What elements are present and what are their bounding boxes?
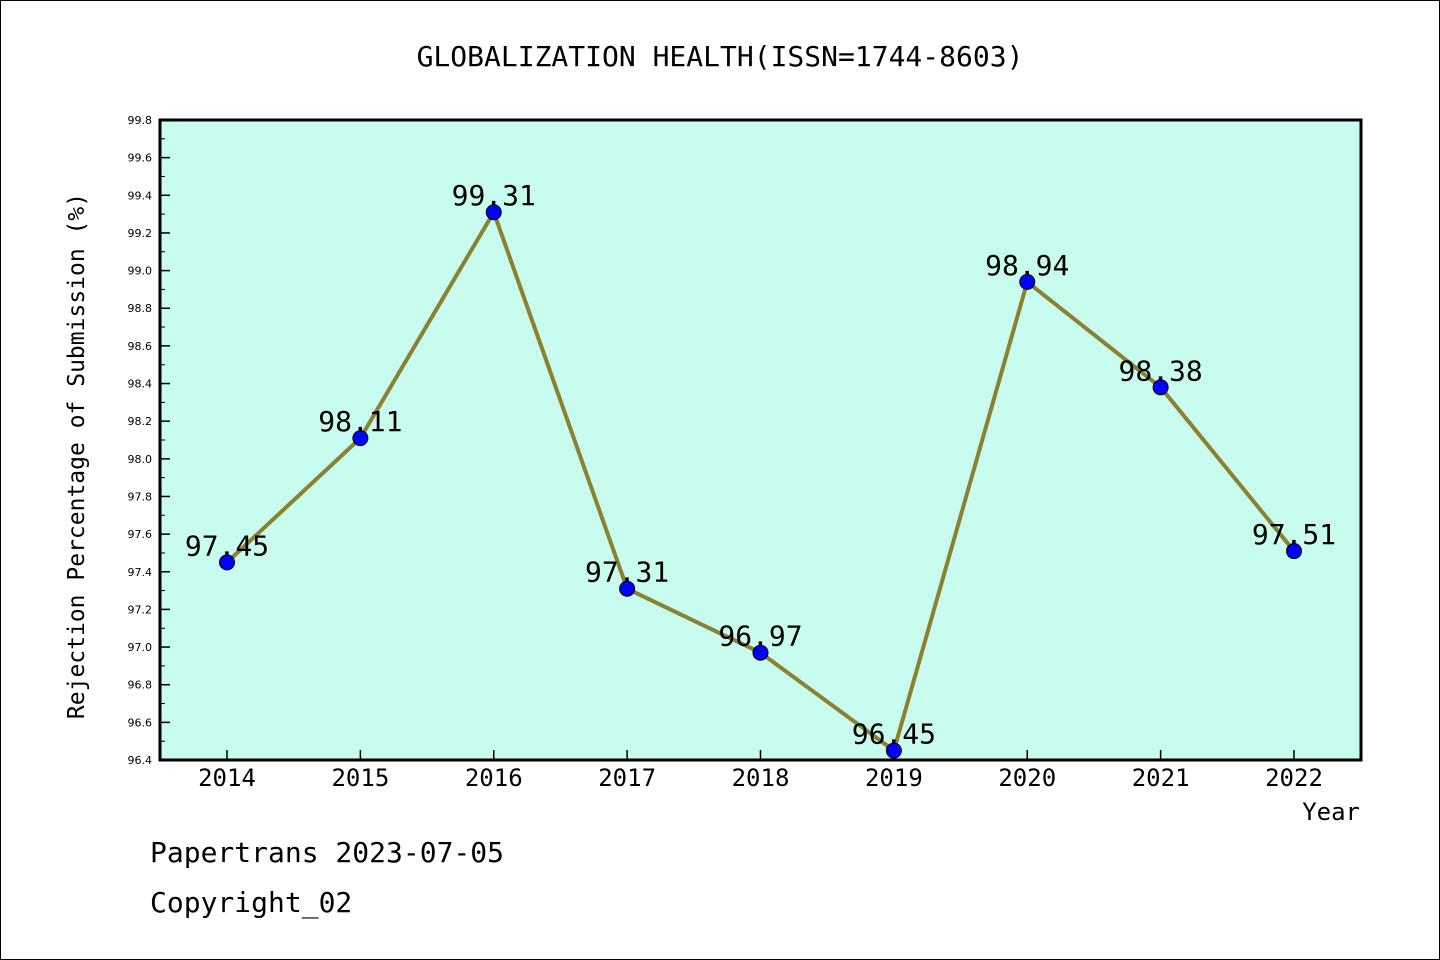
data-point-2014 <box>219 554 235 571</box>
data-markers <box>219 204 1302 759</box>
data-point-2022 <box>1286 543 1302 560</box>
y-tick-label: 98.0 <box>128 453 153 466</box>
x-tick-label: 2022 <box>1265 764 1323 792</box>
data-label-2014: 97.45 <box>185 529 269 562</box>
data-label-2021: 98.38 <box>1118 354 1202 387</box>
footer-copyright-line: Copyright_02 <box>150 886 353 919</box>
y-tick-label: 97.4 <box>128 566 153 579</box>
y-tick-label: 97.6 <box>128 528 153 541</box>
data-point-2017 <box>619 580 636 597</box>
y-axis: 96.4 96.6 96.8 97.0 97.2 97.4 97.6 97.8 98.0 98.2… <box>128 114 170 767</box>
y-tick-label: 99.4 <box>128 189 153 202</box>
y-tick-label: 99.6 <box>128 152 153 165</box>
data-label-2015: 98.11 <box>318 405 402 438</box>
y-tick-label: 96.4 <box>128 754 153 767</box>
y-tick-label: 96.8 <box>128 679 153 692</box>
footer-date-line: Papertrans 2023-07-05 <box>150 836 505 869</box>
y-tick-label: 97.8 <box>128 490 153 503</box>
y-tick-label: 97.0 <box>128 641 153 654</box>
data-point-2019 <box>885 742 902 759</box>
x-tick-label: 2015 <box>331 764 389 792</box>
data-point-2015 <box>352 430 369 447</box>
y-tick-label: 99.0 <box>128 265 153 278</box>
x-tick-label: 2017 <box>598 764 656 792</box>
y-tick-label: 99.8 <box>128 114 153 127</box>
x-tick-label: 2016 <box>465 764 523 792</box>
y-tick-label: 98.2 <box>128 415 153 428</box>
y-tick-label: 98.8 <box>128 302 153 315</box>
x-tick-label: 2019 <box>865 764 923 792</box>
y-tick-label: 97.2 <box>128 603 153 616</box>
y-axis-label: Rejection Percentage of Submission (%) <box>64 193 90 719</box>
y-tick-label: 99.2 <box>128 227 153 240</box>
x-tick-label: 2021 <box>1132 764 1190 792</box>
data-label-2019: 96.45 <box>852 718 936 751</box>
data-label-2020: 98.94 <box>985 249 1069 282</box>
x-axis: 2014 2015 2016 2017 2018 2019 2020 2021 2022 <box>198 750 1323 792</box>
x-tick-label: 2018 <box>732 764 790 792</box>
data-point-2018 <box>752 644 769 661</box>
y-tick-label: 96.6 <box>128 716 153 729</box>
y-tick-label: 98.6 <box>128 340 153 353</box>
data-label-2017: 97.31 <box>585 556 669 589</box>
data-point-2016 <box>485 204 502 221</box>
plot-area <box>158 118 1363 762</box>
x-tick-label: 2014 <box>198 764 256 792</box>
data-labels: 97.45 98.11 99.31 97.31 96.97 96.45 98.94 98.38… <box>185 179 1336 750</box>
data-point-2020 <box>1019 273 1036 290</box>
data-label-2016: 99.31 <box>452 179 536 212</box>
x-tick-label: 2020 <box>998 764 1056 792</box>
data-label-2022: 97.51 <box>1252 518 1336 551</box>
chart-title: GLOBALIZATION HEALTH(ISSN=1744-8603) <box>417 40 1024 73</box>
y-tick-label: 98.4 <box>128 378 153 391</box>
data-point-2021 <box>1152 379 1169 396</box>
data-label-2018: 96.97 <box>718 620 802 653</box>
x-axis-label: Year <box>1302 798 1360 826</box>
